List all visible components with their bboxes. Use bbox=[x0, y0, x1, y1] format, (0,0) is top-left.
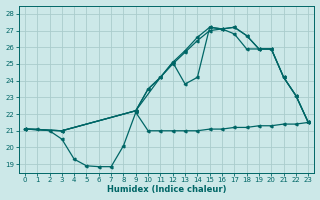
X-axis label: Humidex (Indice chaleur): Humidex (Indice chaleur) bbox=[107, 185, 226, 194]
